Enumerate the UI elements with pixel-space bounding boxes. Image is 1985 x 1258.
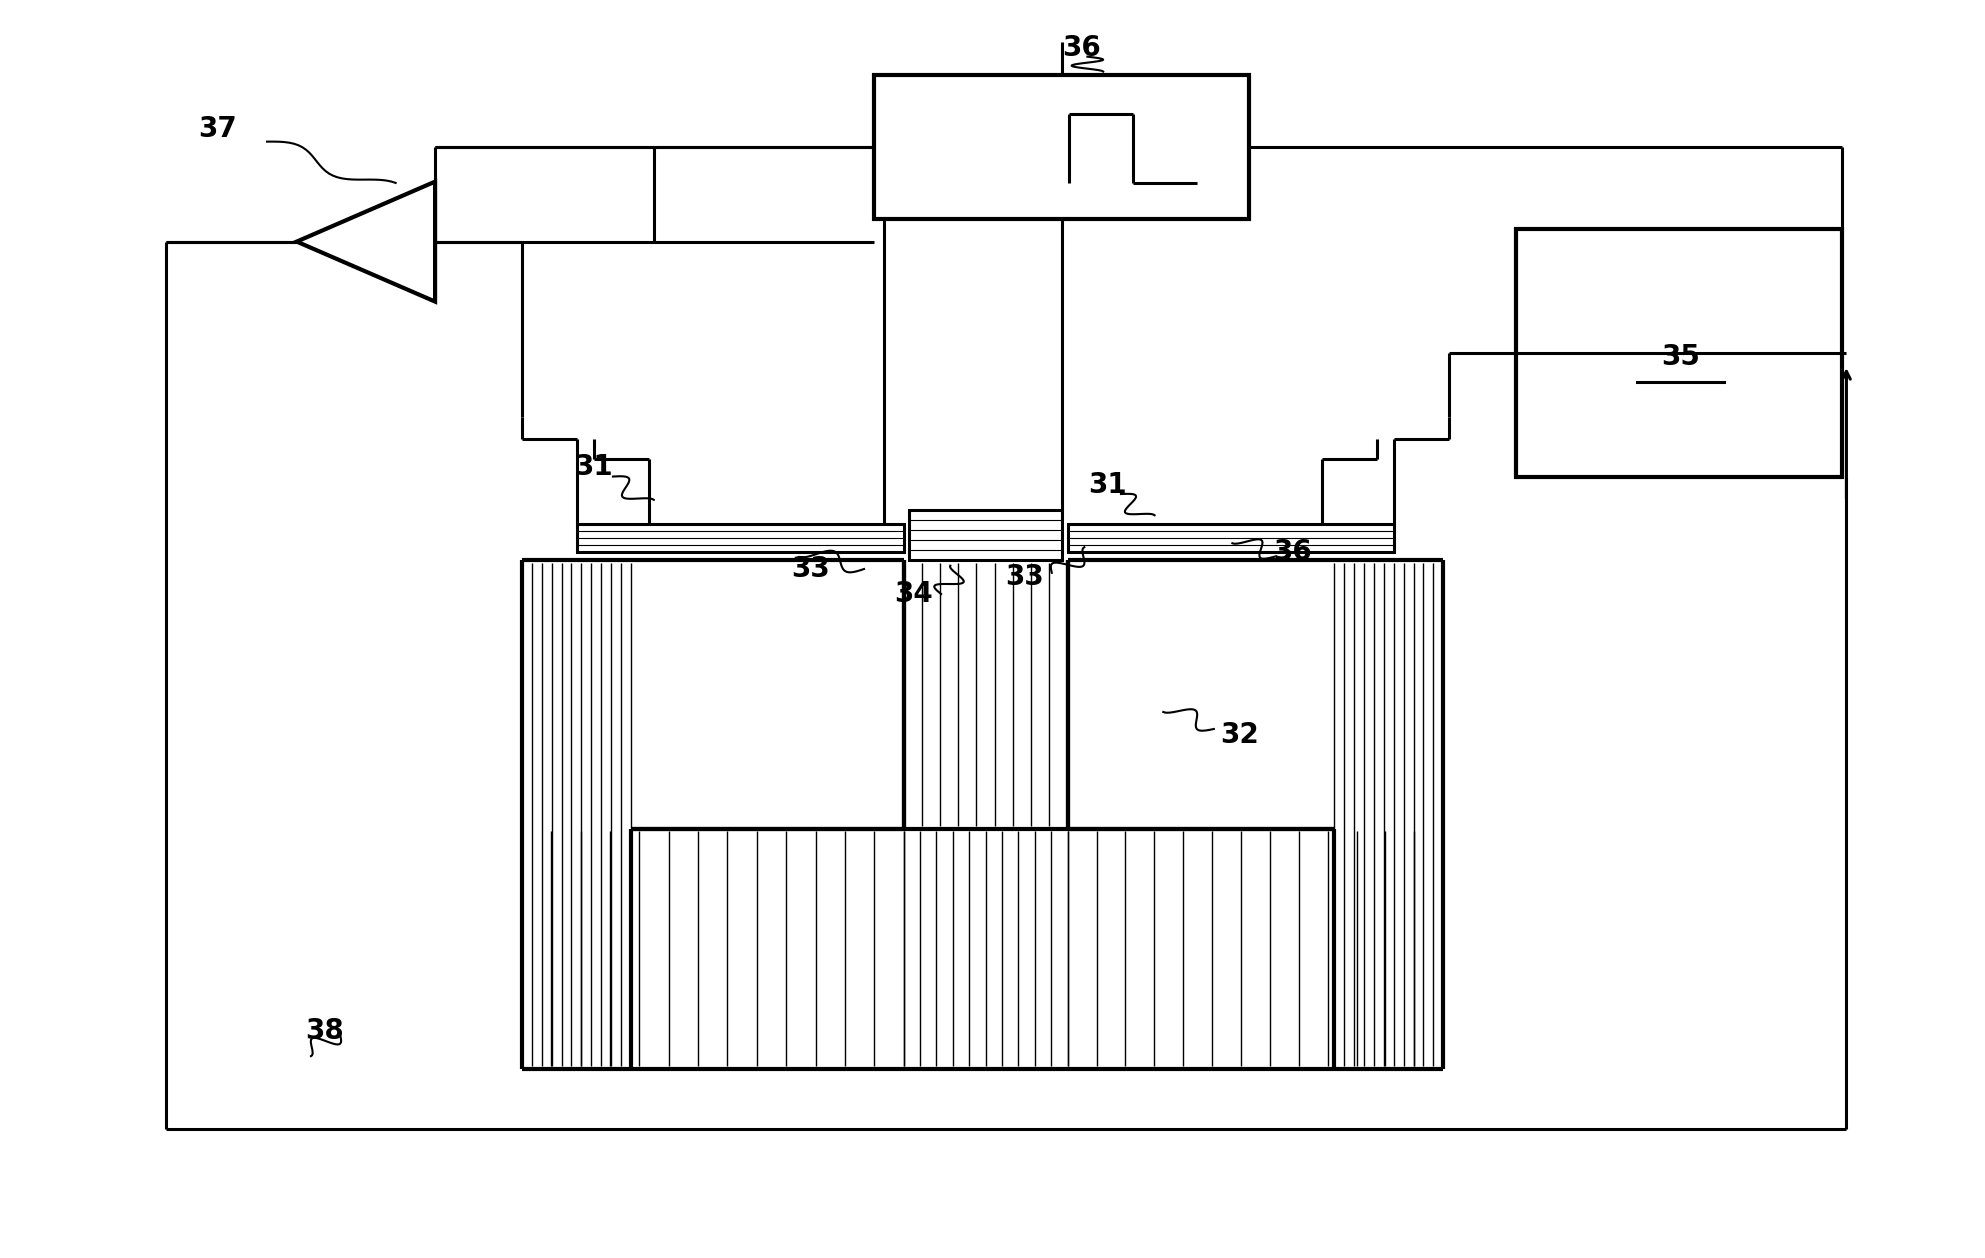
Text: 35: 35 (1661, 342, 1699, 371)
Text: 36: 36 (1274, 537, 1312, 566)
Text: 37: 37 (198, 116, 236, 143)
Polygon shape (296, 181, 435, 302)
Text: 31: 31 (1088, 472, 1125, 499)
Text: 32: 32 (1221, 721, 1258, 750)
Text: 36: 36 (1062, 34, 1102, 62)
Bar (1517, 229, 1842, 477)
Text: 33: 33 (792, 555, 830, 582)
Text: 33: 33 (1004, 562, 1044, 590)
Text: 31: 31 (574, 453, 613, 481)
Bar (1068, 525, 1393, 551)
Bar (909, 511, 1062, 560)
Bar (578, 525, 903, 551)
Text: 38: 38 (306, 1018, 343, 1045)
Bar (873, 75, 1249, 219)
Text: 34: 34 (893, 580, 933, 608)
